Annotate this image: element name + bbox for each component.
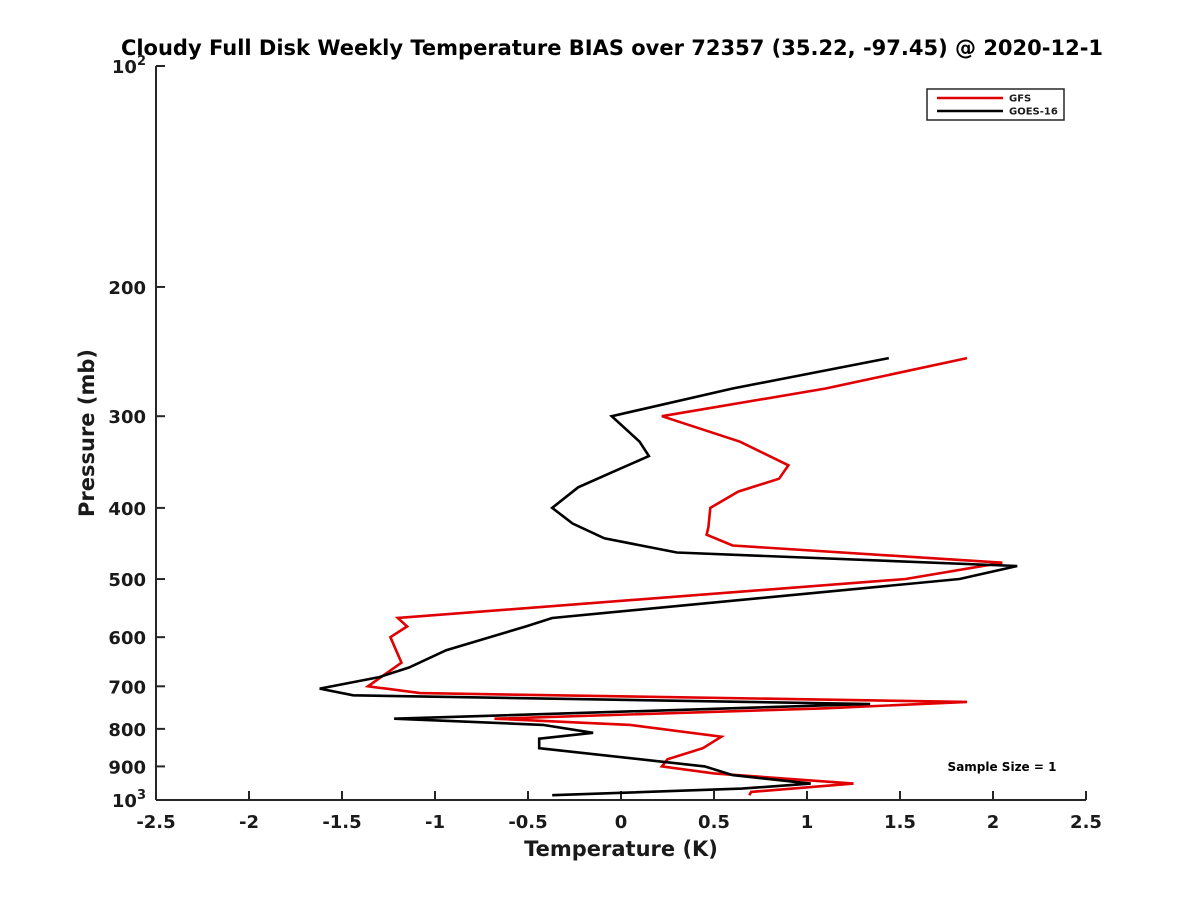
y-axis-label: Pressure (mb) (75, 349, 99, 517)
legend: GFS GOES-16 (926, 88, 1065, 121)
y-tick-label: 800 (108, 720, 146, 741)
sample-size-annotation: Sample Size = 1 (948, 760, 1057, 774)
x-tick-label: 1 (801, 812, 814, 833)
y-tick-label: 102 (112, 54, 146, 78)
x-tick-label: -1 (425, 812, 445, 833)
y-tick-label: 700 (108, 677, 146, 698)
series-line-goes-16 (319, 356, 1018, 797)
y-tick-label: 900 (108, 757, 146, 778)
x-ticks: -2.5 -2 -1.5 -1 -0.5 0 0.5 1 1.5 2 2.5 (136, 791, 1102, 833)
chart-title: Cloudy Full Disk Weekly Temperature BIAS… (121, 36, 1103, 60)
x-tick-label: -1.5 (322, 812, 361, 833)
y-tick-label: 400 (108, 499, 146, 520)
series-lines (319, 356, 1018, 797)
x-tick-label: 2.5 (1070, 812, 1102, 833)
y-tick-label: 500 (108, 570, 146, 591)
axes (155, 66, 1086, 801)
x-tick-label: 0 (615, 812, 628, 833)
x-tick-label: -2.5 (136, 812, 175, 833)
legend-label-goes-16: GOES-16 (1009, 107, 1058, 118)
legend-box (926, 88, 1065, 121)
y-tick-label: 600 (108, 628, 146, 649)
x-axis-label: Temperature (K) (524, 837, 718, 861)
x-tick-label: -0.5 (508, 812, 547, 833)
y-ticks: 102 200 300 400 500 600 700 800 900 103 (108, 54, 165, 812)
x-tick-label: -2 (239, 812, 259, 833)
x-tick-label: 0.5 (698, 812, 730, 833)
x-tick-label: 1.5 (884, 812, 916, 833)
y-tick-label: 300 (108, 407, 146, 428)
series-line-gfs (364, 356, 1003, 796)
y-tick-label: 200 (108, 278, 146, 299)
y-tick-label: 103 (112, 788, 146, 812)
x-tick-label: 2 (987, 812, 1000, 833)
legend-label-gfs: GFS (1009, 94, 1031, 105)
